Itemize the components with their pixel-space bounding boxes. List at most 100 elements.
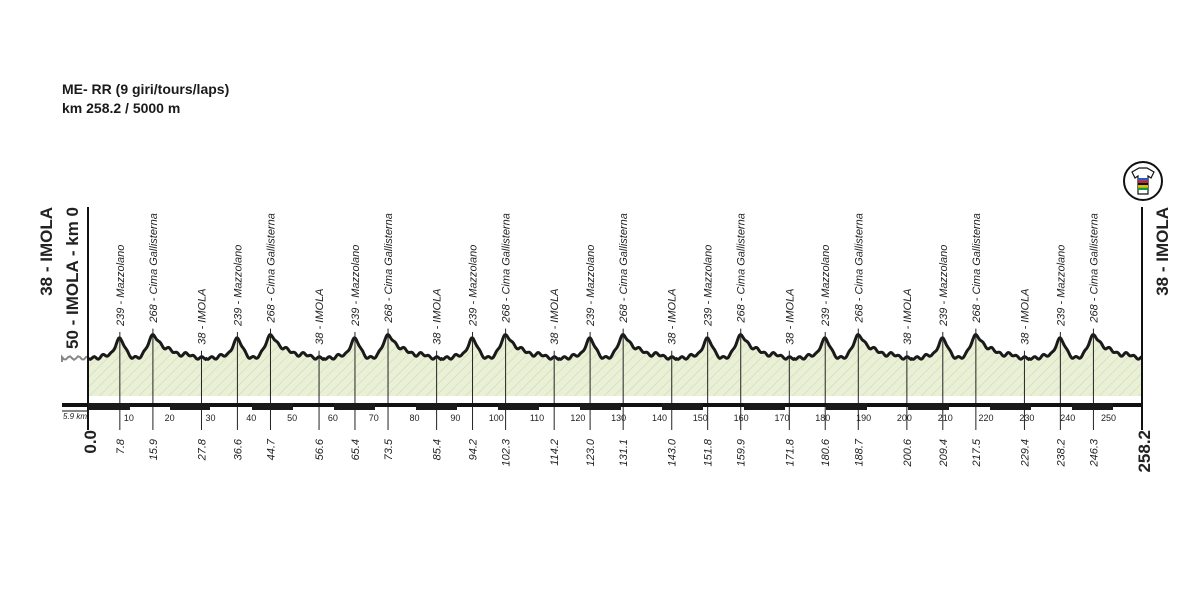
waypoint-km-label: 217.5: [971, 438, 983, 467]
finish-elevation-label: 38 - IMOLA: [1153, 207, 1172, 296]
axis-segment: [88, 403, 130, 410]
axis-tick-label: 30: [205, 413, 215, 423]
axis-segment: [1072, 403, 1113, 410]
axis-tick-label: 250: [1101, 413, 1116, 423]
waypoint-label: 38 - IMOLA: [667, 288, 679, 344]
waypoint-label: 239 - Mazzolano: [585, 245, 597, 327]
axis-segment: [416, 403, 457, 410]
axis-tick-label: 70: [369, 413, 379, 423]
axis-tick-label: 120: [570, 413, 585, 423]
waypoint-km-label: 123.0: [585, 438, 597, 466]
axis-segment: [252, 403, 293, 410]
waypoint-km-label: 73.5: [383, 438, 395, 460]
scale-label: 5.9 km: [63, 412, 87, 421]
waypoint-km-label: 209.4: [938, 439, 950, 468]
waypoint-km-label: 102.3: [501, 438, 513, 466]
waypoint-label: 239 - Mazzolano: [820, 245, 832, 327]
profile-fill: [88, 334, 1142, 396]
waypoint-label: 38 - IMOLA: [196, 288, 208, 344]
axis-tick-label: 130: [611, 413, 626, 423]
jersey-stripe: [1138, 185, 1148, 188]
axis-tick-label: 100: [489, 413, 504, 423]
route-title: ME- RR (9 giri/tours/laps): [62, 81, 230, 97]
waypoint-label: 239 - Mazzolano: [115, 245, 127, 327]
rainbow-jersey-icon: [1123, 161, 1163, 201]
jersey-stripe: [1138, 180, 1148, 183]
km-axis: 10 20 30 40 50 60 70 80 90 100 110 120 130 140 150 160 1…: [62, 403, 1142, 423]
start-finish-labels: 38 - IMOLA 50 - IMOLA - km 0 0.0 38 - IMOLA…: [37, 207, 1172, 473]
axis-tick-label: 110: [530, 413, 544, 423]
waypoint-km-label: 246.3: [1088, 438, 1100, 467]
waypoint-label: 239 - Mazzolano: [1055, 245, 1067, 327]
start-sub-label: 50 - IMOLA - km 0: [63, 207, 82, 349]
axis-segment: [744, 403, 785, 410]
waypoint-km-label: 44.7: [265, 438, 277, 460]
waypoint-km-label: 151.8: [703, 438, 715, 466]
axis-tick-label: 60: [328, 413, 338, 423]
waypoint-km-label: 188.7: [853, 438, 865, 466]
waypoint-km-label: 159.9: [736, 439, 748, 467]
finish-km-label: 258.2: [1135, 430, 1154, 473]
axis-tick-label: 140: [652, 413, 667, 423]
waypoint-label: 38 - IMOLA: [1019, 288, 1031, 344]
axis-segment: [580, 403, 621, 410]
axis-segment: [170, 403, 210, 410]
axis-tick-label: 80: [410, 413, 420, 423]
waypoint-label: 38 - IMOLA: [902, 288, 914, 344]
waypoint-lines: [119, 328, 1094, 430]
waypoint-km-label: 114.2: [549, 439, 561, 466]
waypoint-labels: 239 - Mazzolano 268 - Cima Gallisterna 38 …: [115, 213, 1101, 345]
axis-tick-label: 210: [938, 413, 953, 423]
axis-tick-label: 40: [246, 413, 256, 423]
title-block: ME- RR (9 giri/tours/laps) km 258.2 / 50…: [62, 80, 229, 118]
waypoint-km-label: 7.8: [115, 438, 127, 454]
start-km-label: 0.0: [81, 430, 100, 454]
waypoint-km-label: 180.6: [820, 438, 832, 466]
axis-tick-label: 190: [856, 413, 871, 423]
axis-tick-label: 10: [124, 413, 134, 423]
axis-tick-label: 240: [1060, 413, 1075, 423]
waypoint-label: 38 - IMOLA: [784, 288, 796, 344]
profile-area: [61, 207, 1143, 430]
profile-line: [86, 332, 1143, 362]
waypoint-km-label: 171.8: [784, 438, 796, 466]
waypoint-label: 38 - IMOLA: [549, 288, 561, 344]
axis-segment: [826, 403, 867, 410]
waypoint-km-label: 238.2: [1055, 439, 1067, 468]
waypoint-km-label: 36.6: [232, 438, 244, 460]
waypoint-km-label: 229.4: [1019, 439, 1031, 468]
waypoint-km-label: 56.6: [314, 438, 326, 460]
waypoint-label: 239 - Mazzolano: [703, 245, 715, 327]
jersey-stripe: [1138, 187, 1148, 190]
route-subtitle: km 258.2 / 5000 m: [62, 100, 181, 116]
axis-tick-label: 230: [1019, 413, 1034, 423]
waypoint-km-label: 143.0: [667, 438, 679, 466]
waypoint-label: 268 - Cima Gallisterna: [736, 213, 748, 323]
axis-tick-label: 90: [450, 413, 460, 423]
waypoint-label: 239 - Mazzolano: [468, 245, 480, 327]
axis-tick-label: 200: [897, 413, 912, 423]
waypoint-km-labels: 7.8 15.9 27.8 36.6 44.7 56.6 65.4 73.5 85.4 94.2 1…: [115, 438, 1101, 467]
axis-segment: [990, 403, 1031, 410]
waypoint-label: 268 - Cima Gallisterna: [971, 213, 983, 323]
waypoint-label: 239 - Mazzolano: [938, 245, 950, 327]
waypoint-label: 239 - Mazzolano: [350, 245, 362, 327]
waypoint-km-label: 131.1: [618, 439, 630, 467]
jersey-stripe: [1138, 178, 1148, 181]
approach-line: [61, 354, 89, 362]
axis-tick-label: 20: [165, 413, 175, 423]
axis-tick-label: 170: [774, 413, 789, 423]
waypoint-label: 239 - Mazzolano: [232, 245, 244, 327]
waypoint-km-label: 65.4: [350, 439, 362, 460]
axis-tick-label: 160: [734, 413, 749, 423]
waypoint-label: 268 - Cima Gallisterna: [148, 213, 160, 323]
waypoint-km-label: 15.9: [148, 439, 160, 460]
axis-segment: [334, 403, 375, 410]
axis-segment: [662, 403, 703, 410]
waypoint-label: 268 - Cima Gallisterna: [265, 213, 277, 323]
waypoint-km-label: 27.8: [196, 438, 208, 461]
axis-tick-label: 220: [979, 413, 994, 423]
waypoint-label: 268 - Cima Gallisterna: [618, 213, 630, 323]
waypoint-label: 38 - IMOLA: [432, 288, 444, 344]
